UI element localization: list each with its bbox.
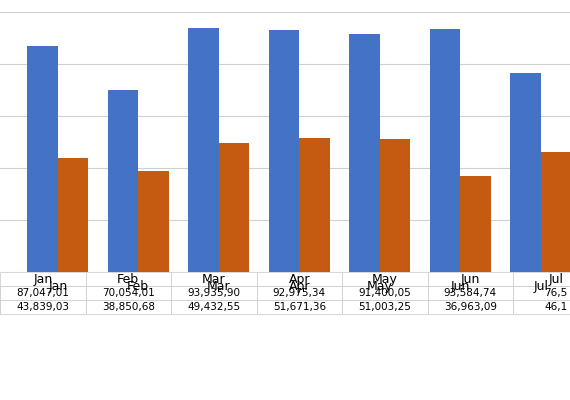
Bar [380, 139, 410, 272]
Bar [58, 158, 88, 272]
Bar [349, 34, 380, 272]
Bar [268, 30, 299, 272]
Bar [541, 152, 570, 272]
Bar [188, 28, 219, 272]
Bar [460, 176, 491, 272]
Bar [430, 29, 460, 272]
Bar [27, 46, 58, 272]
Bar [108, 90, 139, 272]
Bar [139, 171, 169, 272]
Bar [299, 138, 330, 272]
Bar [510, 73, 541, 272]
Bar [219, 144, 249, 272]
